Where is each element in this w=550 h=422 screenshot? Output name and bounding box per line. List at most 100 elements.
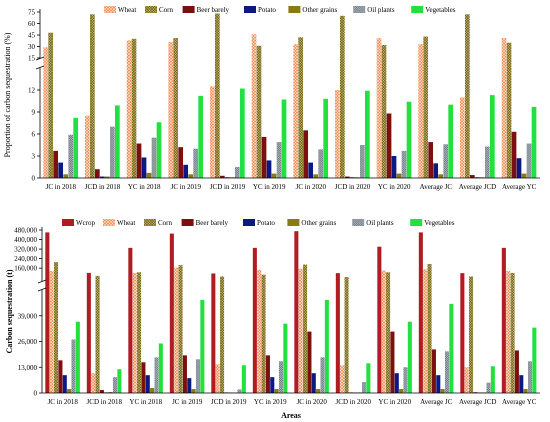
bar-oil-plants-jc-in-2020	[320, 357, 325, 393]
y-tick-label: 30	[28, 43, 36, 51]
bar-wheat-average-jc	[423, 269, 428, 393]
bar-vegetables-jc-in-2020	[324, 299, 329, 393]
legend-label-potato: Potato	[258, 6, 276, 14]
bar-corn-jc-in-2019	[178, 265, 183, 393]
legend-label-oil-plants: Oil plants	[367, 6, 395, 14]
bar-vegetables-yc-in-2018	[158, 343, 163, 393]
x-tick-label-yc-in-2018: YC in 2018	[129, 398, 162, 406]
bar-oil-plants-average-jc	[444, 351, 450, 393]
y-tick-label: 0	[34, 390, 38, 398]
bar-oil-plants-average-jcd	[485, 146, 490, 178]
x-tick-label-jc-in-2018: JC in 2018	[48, 398, 79, 406]
legend-item-other-grains: Other grains	[287, 219, 336, 227]
bar-beer-barely-average-jcd	[470, 175, 475, 178]
bar-corn-yc-in-2018	[137, 272, 142, 393]
legend-label-beer-barely: Beer barely	[197, 6, 230, 14]
bar-wheat-jc-in-2019	[174, 267, 179, 393]
bar-wcrop-yc-in-2018	[128, 247, 133, 393]
bar-wcrop-average-jcd	[460, 273, 465, 393]
bar-vegetables-jcd-in-2019	[241, 365, 246, 393]
legend-swatch-other-grains	[288, 6, 301, 13]
legend-item-other-grains: Other grains	[288, 6, 337, 14]
bar-beer-barely-yc-in-2019	[261, 136, 267, 178]
axis-break-mark	[37, 279, 47, 284]
bar-beer-barely-yc-in-2018	[136, 143, 142, 178]
bar-wcrop-jcd-in-2019	[211, 273, 216, 393]
x-tick-label-yc-in-2019: YC in 2019	[254, 398, 287, 406]
x-tick-label-average-yc: Average YC	[502, 398, 537, 406]
bar-potato-yc-in-2018	[145, 375, 150, 393]
bar-other-grains-jc-in-2020	[313, 174, 319, 178]
bar-beer-barely-jcd-in-2020	[345, 176, 350, 178]
bar-corn-average-jc	[427, 263, 432, 393]
bar-corn-average-jcd	[469, 276, 474, 393]
legend-label-vegetables: Vegetables	[425, 6, 456, 14]
legend-item-wheat: Wheat	[104, 6, 136, 14]
bar-potato-jc-in-2018	[58, 162, 64, 178]
legend-label-oil-plants: Oil plants	[366, 219, 394, 227]
bar-corn-yc-in-2020	[381, 44, 387, 178]
bar-wcrop-jcd-in-2018	[86, 272, 91, 393]
bar-potato-jc-in-2019	[187, 378, 192, 393]
bar-oil-plants-yc-in-2019	[276, 142, 282, 178]
bar-wheat-average-yc	[501, 38, 507, 178]
bar-vegetables-average-yc	[532, 327, 537, 393]
bar-corn-jcd-in-2020	[340, 15, 345, 178]
bar-potato-jc-in-2018	[62, 375, 67, 393]
x-tick-label-jc-in-2018: JC in 2018	[46, 183, 77, 191]
y-tick-label: 39,000	[18, 312, 38, 320]
bar-corn-average-yc	[510, 272, 515, 393]
y-axis-label: Carbon sequestration (t)	[5, 269, 14, 353]
legend-label-wheat: Wheat	[117, 219, 135, 227]
bar-wcrop-jc-in-2020	[294, 231, 299, 393]
legend-label-other-grains: Other grains	[301, 219, 336, 227]
bar-potato-average-jc	[433, 163, 439, 178]
bar-wheat-jcd-in-2019	[210, 86, 215, 178]
legend-item-wheat: Wheat	[103, 219, 135, 227]
legend-item-oil-plants: Oil plants	[352, 219, 394, 227]
y-tick-label: 15	[28, 55, 36, 63]
bar-wheat-yc-in-2018	[126, 40, 132, 179]
legend-swatch-potato	[243, 219, 255, 226]
bar-oil-plants-yc-in-2019	[278, 361, 284, 393]
legend-label-beer-barely: Beer barely	[196, 219, 229, 227]
bar-corn-average-jc	[423, 36, 429, 178]
legend-label-other-grains: Other grains	[302, 6, 337, 14]
y-tick-label: 480,000	[14, 227, 37, 235]
legend-swatch-potato	[244, 6, 256, 13]
bar-wheat-jcd-in-2020	[335, 90, 340, 178]
bar-oil-plants-average-jc	[443, 144, 449, 178]
x-tick-label-jc-in-2019: JC in 2019	[172, 398, 203, 406]
bar-vegetables-yc-in-2018	[156, 122, 162, 178]
y-tick-label: 13,000	[18, 364, 38, 372]
legend-label-wcrop: Wcrop	[76, 219, 96, 227]
bar-beer-barely-yc-in-2019	[265, 355, 270, 393]
legend-swatch-wheat	[104, 6, 116, 13]
bar-oil-plants-average-yc	[527, 361, 533, 393]
bar-beer-barely-jc-in-2018	[58, 360, 63, 393]
y-tick-label: 75	[28, 9, 36, 17]
bar-vegetables-jc-in-2019	[200, 299, 205, 393]
bar-wheat-jc-in-2020	[293, 44, 299, 179]
chart-bottom: 0 13,000 26,000 39,000 160,000 240,000320,000…	[5, 219, 540, 420]
y-tick-label: 12	[28, 87, 36, 95]
bar-other-grains-jc-in-2020	[316, 389, 321, 393]
bar-vegetables-jc-in-2020	[323, 98, 329, 178]
bar-wheat-yc-in-2019	[251, 34, 257, 179]
bar-other-grains-average-yc	[521, 173, 527, 178]
bar-beer-barely-yc-in-2018	[141, 362, 146, 393]
bar-potato-yc-in-2020	[394, 373, 399, 393]
legend: Wheat Corn Beer barely Potato Other grains Oi…	[104, 6, 456, 14]
y-tick-label: 3	[32, 153, 36, 161]
bar-corn-jc-in-2018	[54, 262, 59, 393]
bar-potato-jc-in-2019	[183, 164, 189, 178]
legend-swatch-oil-plants	[353, 6, 366, 13]
legend-item-potato: Potato	[244, 6, 276, 14]
bar-wcrop-yc-in-2020	[377, 246, 382, 393]
bar-beer-barely-jcd-in-2018	[99, 390, 104, 393]
bar-wheat-average-jcd	[460, 97, 465, 178]
bar-oil-plants-jcd-in-2018	[110, 126, 115, 178]
bar-oil-plants-yc-in-2018	[154, 357, 159, 393]
bar-wheat-jc-in-2020	[298, 268, 303, 393]
